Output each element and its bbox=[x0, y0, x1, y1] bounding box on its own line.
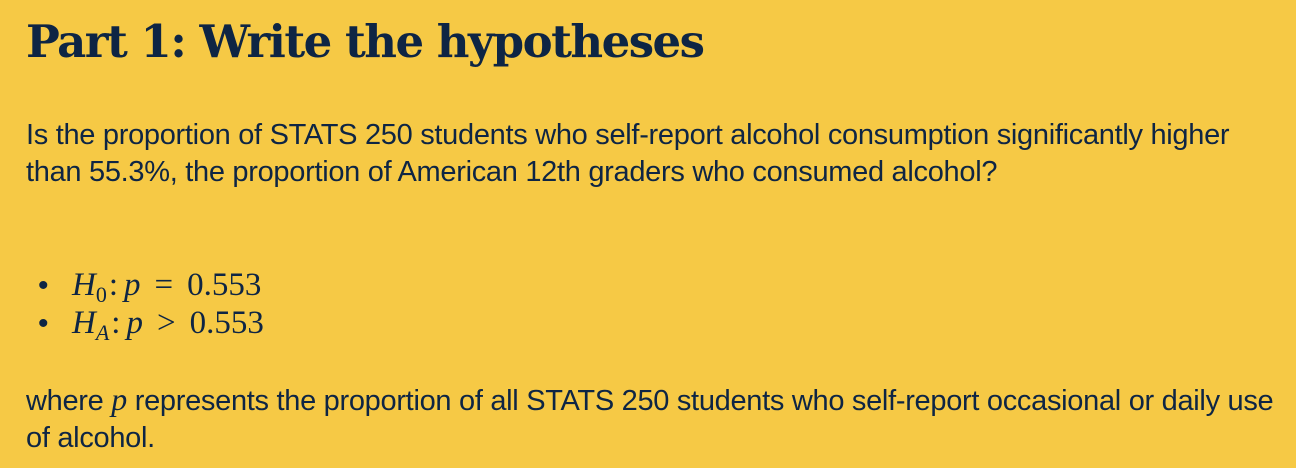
hypothesis-value: 0.553 bbox=[189, 305, 264, 341]
page-title: Part 1: Write the hypotheses bbox=[26, 15, 705, 68]
definition-variable: p bbox=[111, 381, 127, 417]
bullet-icon: • bbox=[38, 269, 49, 302]
bullet-icon: • bbox=[38, 307, 49, 340]
hypothesis-symbol: H bbox=[72, 305, 96, 341]
null-hypothesis: • H 0: p = 0.553 bbox=[26, 266, 264, 307]
hypothesis-subscript: A bbox=[95, 320, 110, 345]
definition-lead: where bbox=[26, 385, 112, 417]
hypothesis-parameter: p bbox=[126, 305, 143, 341]
hypothesis-relation: = bbox=[154, 267, 174, 303]
hypothesis-colon: : bbox=[108, 267, 119, 303]
hypothesis-value: 0.553 bbox=[187, 267, 262, 303]
question-text: Is the proportion of STATS 250 students … bbox=[26, 119, 1230, 188]
hypothesis-relation: > bbox=[156, 305, 176, 341]
hypotheses-list: • H 0: p = 0.553 • H A: p >0.553 bbox=[26, 266, 264, 345]
hypothesis-symbol: H bbox=[72, 267, 96, 303]
hypothesis-parameter: p bbox=[124, 267, 141, 303]
hypothesis-colon: : bbox=[111, 305, 121, 341]
alternative-hypothesis: • H A: p >0.553 bbox=[26, 304, 264, 345]
parameter-definition: where p represents the proportion of all… bbox=[26, 381, 1276, 457]
hypothesis-subscript: 0 bbox=[95, 282, 107, 307]
definition-text: represents the proportion of all STATS 2… bbox=[26, 385, 1274, 454]
